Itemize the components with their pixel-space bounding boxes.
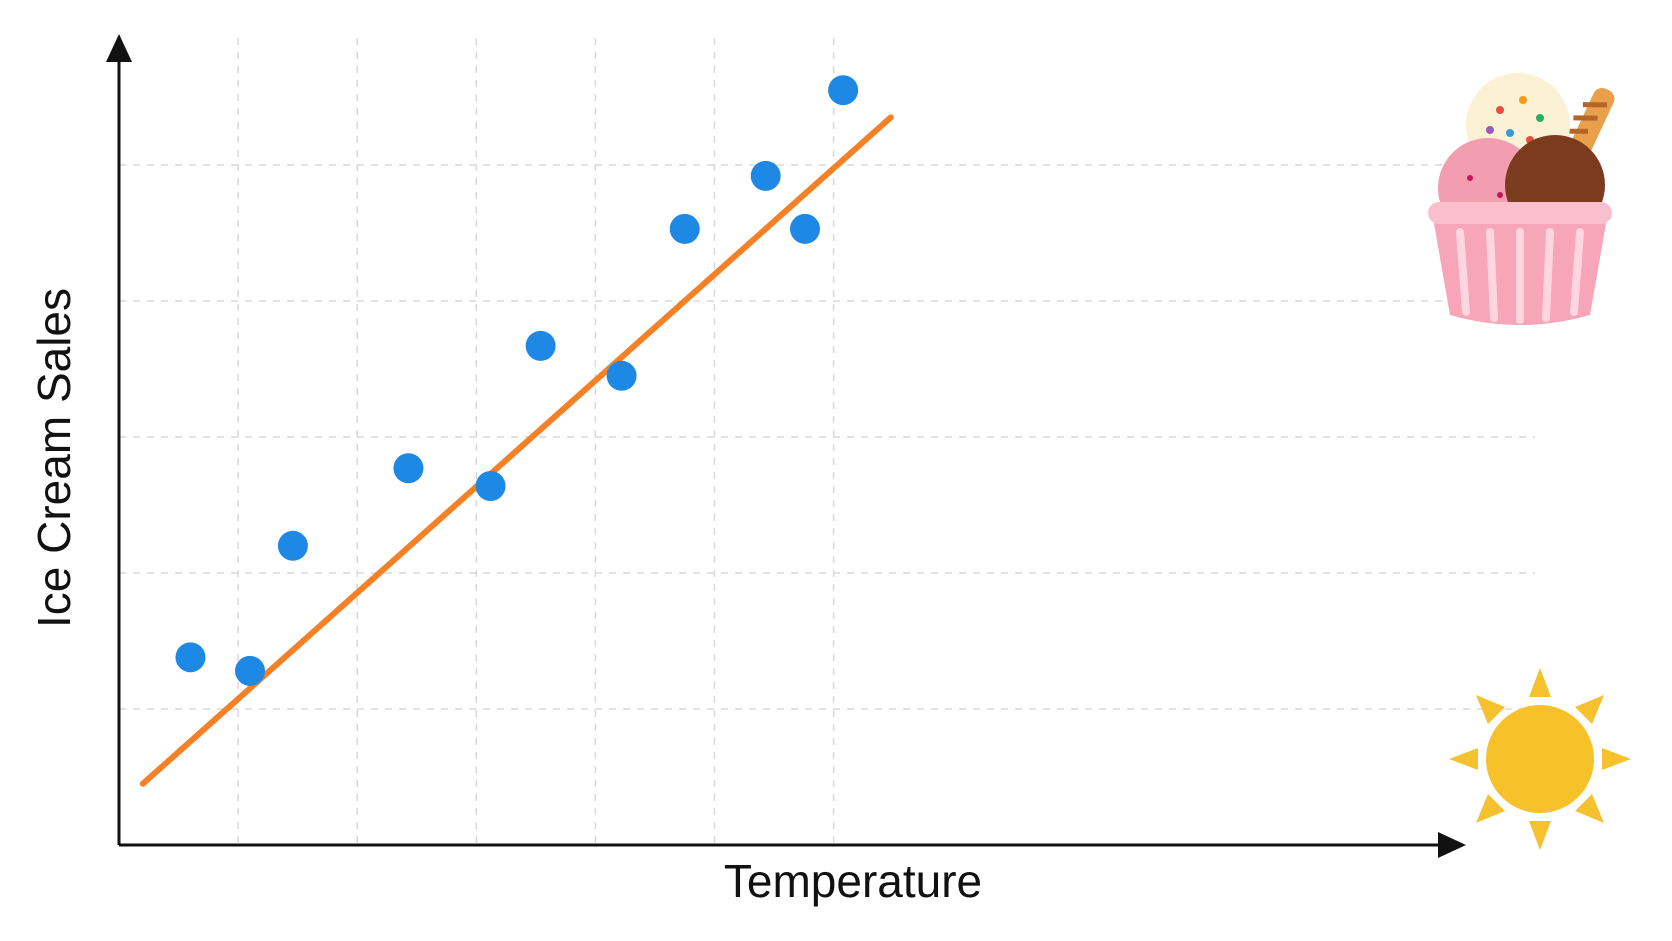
data-point	[669, 213, 700, 244]
y-axis-title: Ice Cream Sales	[28, 288, 80, 628]
data-point	[606, 360, 637, 391]
data-point	[750, 160, 781, 191]
data-point	[828, 75, 859, 106]
ice-cream-cup-icon	[1428, 73, 1615, 325]
data-points	[175, 75, 859, 686]
sun-icon	[1449, 668, 1631, 850]
trendline	[139, 114, 894, 787]
axes	[106, 34, 1466, 858]
data-point	[175, 642, 206, 673]
data-point	[277, 530, 308, 561]
grid	[119, 38, 1535, 845]
x-axis-title: Temperature	[724, 855, 982, 907]
data-point	[393, 453, 424, 484]
data-point	[475, 470, 506, 501]
data-point	[790, 213, 821, 244]
data-point	[525, 330, 556, 361]
y-axis-arrowhead	[106, 34, 132, 62]
x-axis-arrowhead	[1438, 832, 1466, 858]
data-point	[235, 655, 266, 686]
